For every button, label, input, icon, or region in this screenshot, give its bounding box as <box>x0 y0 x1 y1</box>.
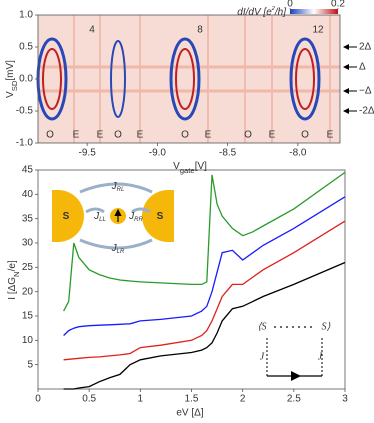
y-tick-label: 1.0 <box>19 10 33 21</box>
parity-label: E <box>205 130 212 141</box>
y-axis-label-sub: N <box>12 271 21 277</box>
series-line <box>63 171 346 312</box>
x-tick-label: 2.5 <box>287 394 301 405</box>
y-tick-label: 15 <box>22 311 34 322</box>
x-axis-label-unit: [V] <box>195 161 207 172</box>
y-axis-label: I [ΔGN/e] <box>7 260 21 300</box>
parity-label: O <box>244 130 252 141</box>
parity-label: E <box>327 130 334 141</box>
chain-label: S⟩ <box>322 321 331 332</box>
chain-label: ⟨S <box>258 321 267 332</box>
inset-label: S <box>63 211 70 222</box>
x-axis-label-sub: gate <box>180 166 195 175</box>
x-tick-label: -8.0 <box>289 148 307 159</box>
parity-label: E <box>73 130 80 141</box>
inset-label-main: J <box>128 211 135 222</box>
gap-label: −Δ <box>359 86 372 97</box>
inset-label: JRL <box>111 181 125 193</box>
y-tick-label: -0.5 <box>16 106 34 117</box>
x-tick-label: 3 <box>342 394 348 405</box>
x-tick-label: 0.5 <box>82 394 96 405</box>
y-tick-label: 25 <box>22 262 34 273</box>
y-axis-label-main: I [ΔG <box>7 277 18 300</box>
gate-number: 8 <box>197 25 203 36</box>
colorbar-tick-label: 0.2 <box>331 0 345 10</box>
parity-label: E <box>97 130 104 141</box>
x-tick-label: 1 <box>138 394 144 405</box>
heatmap-image <box>36 14 341 144</box>
chain-label: J <box>260 351 265 362</box>
parity-label: O <box>181 130 189 141</box>
y-tick-label: 40 <box>22 189 34 200</box>
series-line <box>63 220 346 361</box>
y-tick-label: 10 <box>22 335 34 346</box>
y-tick-label: 45 <box>22 165 34 176</box>
y-axis-label-unit: /e] <box>7 260 18 271</box>
x-tick-label: -9.0 <box>149 148 167 159</box>
inset-label-main: J <box>111 181 118 192</box>
series-line <box>63 196 346 336</box>
y-tick-label: -1.0 <box>16 138 34 149</box>
colorbar-label-unit: /h] <box>274 7 286 18</box>
plot-frame <box>37 169 346 390</box>
inset-label-main: S <box>63 211 70 222</box>
y-axis-label-unit: [mV] <box>5 60 16 81</box>
gap-label: -2Δ <box>359 106 374 117</box>
inset-label: JLR <box>111 243 125 255</box>
parity-label: O <box>301 130 309 141</box>
x-tick-label: 2 <box>240 394 246 405</box>
chain-inset <box>266 326 323 381</box>
colorbar-label-sup: 2 <box>271 6 276 12</box>
inset-label-main: S <box>157 211 164 222</box>
y-axis-label-sub: SD <box>10 80 19 91</box>
x-tick-label: -9.5 <box>79 148 97 159</box>
colorbar-tick-label: 0 <box>287 0 293 10</box>
gap-label: Δ <box>359 62 366 73</box>
inset-label-main: J <box>93 211 100 222</box>
inset-label: JRR <box>128 211 143 223</box>
inset-label-main: J <box>111 243 118 254</box>
y-axis-label-main: V <box>5 91 16 98</box>
inset-label-sub: RL <box>117 187 125 193</box>
x-tick-label: 0 <box>35 394 41 405</box>
colorbar-label-main: dI/dV [e <box>237 7 272 18</box>
y-tick-label: 35 <box>22 213 34 224</box>
series-line <box>63 261 346 390</box>
junction-inset <box>52 182 174 250</box>
parity-label: E <box>137 130 144 141</box>
gate-number: 12 <box>312 25 324 36</box>
gate-number: 4 <box>89 25 95 36</box>
colorbar-label: dI/dV [e2/h] <box>237 6 286 17</box>
y-tick-label: 20 <box>22 286 34 297</box>
inset-label-sub: RR <box>134 217 143 223</box>
parity-label: O <box>114 130 122 141</box>
y-tick-label: 0.5 <box>19 42 33 53</box>
inset-label-sub: LR <box>117 249 125 255</box>
x-tick-label: 1.5 <box>185 394 199 405</box>
gap-label: 2Δ <box>359 42 372 53</box>
y-tick-label: 0.0 <box>19 74 33 85</box>
y-tick-label: 30 <box>22 238 34 249</box>
colorbar <box>290 9 338 14</box>
inset-label-sub: LL <box>99 217 106 223</box>
parity-label: E <box>269 130 276 141</box>
x-axis-label: eV [Δ] <box>176 408 203 419</box>
parity-label: O <box>46 130 54 141</box>
inset-label: JLL <box>93 211 106 223</box>
x-tick-label: -8.5 <box>219 148 237 159</box>
x-axis-label-main: V <box>173 161 180 172</box>
inset-label: S <box>157 211 164 222</box>
y-axis-label: VSD[mV] <box>5 60 19 98</box>
chain-label: J <box>318 351 323 362</box>
x-axis-label: Vgate[V] <box>173 161 207 175</box>
y-tick-label: 5 <box>27 359 33 370</box>
